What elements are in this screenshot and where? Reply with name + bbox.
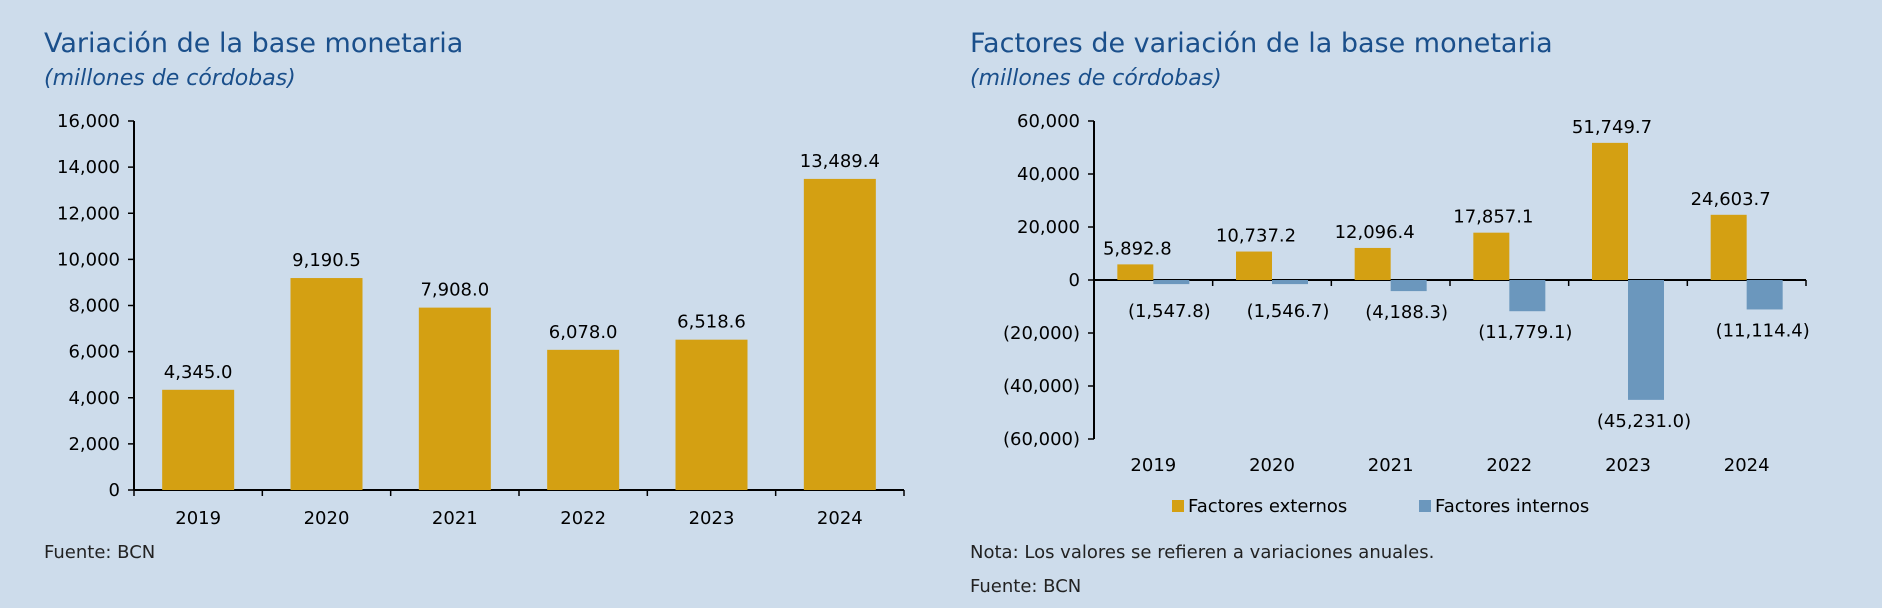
data-label-externos: 24,603.7 <box>1691 189 1771 210</box>
chart-title: Variación de la base monetaria <box>44 28 464 59</box>
x-tick-label: 2023 <box>689 508 735 529</box>
legend-swatch-internos <box>1419 500 1431 512</box>
bar-factores-externos <box>1236 251 1272 280</box>
data-label-internos: (11,779.1) <box>1478 322 1572 343</box>
data-label-externos: 10,737.2 <box>1216 226 1296 247</box>
x-tick-label: 2024 <box>817 508 863 529</box>
legend-label-internos: Factores internos <box>1435 496 1589 517</box>
chart-panel-factores: Factores de variación de la base monetar… <box>930 0 1882 608</box>
y-tick-label: 40,000 <box>1017 164 1080 185</box>
data-label-internos: (1,546.7) <box>1247 301 1330 322</box>
chart-panel-base-monetaria: Variación de la base monetaria (millones… <box>0 0 930 608</box>
y-tick-label: 0 <box>109 480 120 501</box>
chart-subtitle: (millones de córdobas) <box>44 66 296 91</box>
bar-factores-internos <box>1628 280 1664 400</box>
bar-factores-internos <box>1390 280 1427 292</box>
data-label: 6,078.0 <box>549 322 618 343</box>
y-tick-label: 0 <box>1069 270 1080 291</box>
bar-factores-externos <box>1354 247 1391 280</box>
chart-source: Fuente: BCN <box>970 576 1082 597</box>
y-tick-label: 2,000 <box>68 434 120 455</box>
bar-factores-internos <box>1272 280 1308 285</box>
chart-subtitle: (millones de córdobas) <box>970 66 1222 91</box>
bar-factores-internos <box>1746 280 1783 310</box>
data-label-internos: (4,188.3) <box>1365 302 1448 323</box>
y-tick-label: 6,000 <box>68 342 120 363</box>
y-tick-label: 20,000 <box>1017 217 1080 238</box>
data-label-externos: 5,892.8 <box>1103 238 1172 259</box>
data-label-internos: (45,231.0) <box>1597 411 1691 432</box>
bar <box>547 349 620 490</box>
y-tick-label: (40,000) <box>1003 376 1080 397</box>
x-tick-label: 2024 <box>1724 455 1770 476</box>
bar-factores-externos <box>1710 214 1747 280</box>
bar <box>675 339 748 490</box>
x-tick-label: 2019 <box>175 508 221 529</box>
x-tick-label: 2019 <box>1130 455 1176 476</box>
y-tick-label: 4,000 <box>68 388 120 409</box>
bar-chart-base-monetaria: 0 2,000 4,000 6,000 8,000 10,000 12,000 14,000 1… <box>57 111 905 529</box>
bar <box>162 389 235 490</box>
chart-source: Fuente: BCN <box>44 542 156 563</box>
data-label-internos: (11,114.4) <box>1716 320 1810 341</box>
bar-factores-internos <box>1509 280 1546 312</box>
y-tick-label: (60,000) <box>1003 429 1080 450</box>
y-tick-label: 10,000 <box>57 249 120 270</box>
data-label: 9,190.5 <box>292 250 361 271</box>
bar-factores-externos <box>1473 232 1510 280</box>
bar <box>418 307 491 490</box>
y-tick-label: (20,000) <box>1003 323 1080 344</box>
data-label: 13,489.4 <box>800 151 880 172</box>
y-tick-label: 14,000 <box>57 157 120 178</box>
bar <box>290 278 363 490</box>
x-tick-label: 2020 <box>304 508 350 529</box>
legend-label-externos: Factores externos <box>1188 496 1347 517</box>
y-tick-label: 16,000 <box>57 111 120 132</box>
bar-factores-externos <box>1117 264 1154 280</box>
x-tick-label: 2020 <box>1249 455 1295 476</box>
x-tick-label: 2022 <box>1486 455 1532 476</box>
x-tick-label: 2021 <box>1368 455 1414 476</box>
x-tick-label: 2023 <box>1605 455 1651 476</box>
x-tick-label: 2022 <box>560 508 606 529</box>
data-label: 4,345.0 <box>164 362 233 383</box>
data-label-externos: 17,857.1 <box>1453 207 1533 228</box>
y-tick-label: 12,000 <box>57 203 120 224</box>
data-label-externos: 12,096.4 <box>1335 222 1415 243</box>
x-tick-label: 2021 <box>432 508 478 529</box>
bar <box>803 178 876 491</box>
bar-factores-externos <box>1592 142 1628 280</box>
chart-note: Nota: Los valores se refieren a variacio… <box>970 542 1435 563</box>
data-label-internos: (1,547.8) <box>1128 301 1211 322</box>
y-tick-label: 60,000 <box>1017 111 1080 132</box>
bar-chart-factores: (60,000) (40,000) (20,000) 0 20,000 40,000 60,… <box>1003 111 1810 517</box>
bar-factores-internos <box>1153 280 1190 285</box>
legend-swatch-externos <box>1172 500 1184 512</box>
data-label: 7,908.0 <box>420 280 489 301</box>
chart-title: Factores de variación de la base monetar… <box>970 28 1553 59</box>
y-tick-label: 8,000 <box>68 296 120 317</box>
data-label-externos: 51,749.7 <box>1572 117 1652 138</box>
data-label: 6,518.6 <box>677 312 746 333</box>
